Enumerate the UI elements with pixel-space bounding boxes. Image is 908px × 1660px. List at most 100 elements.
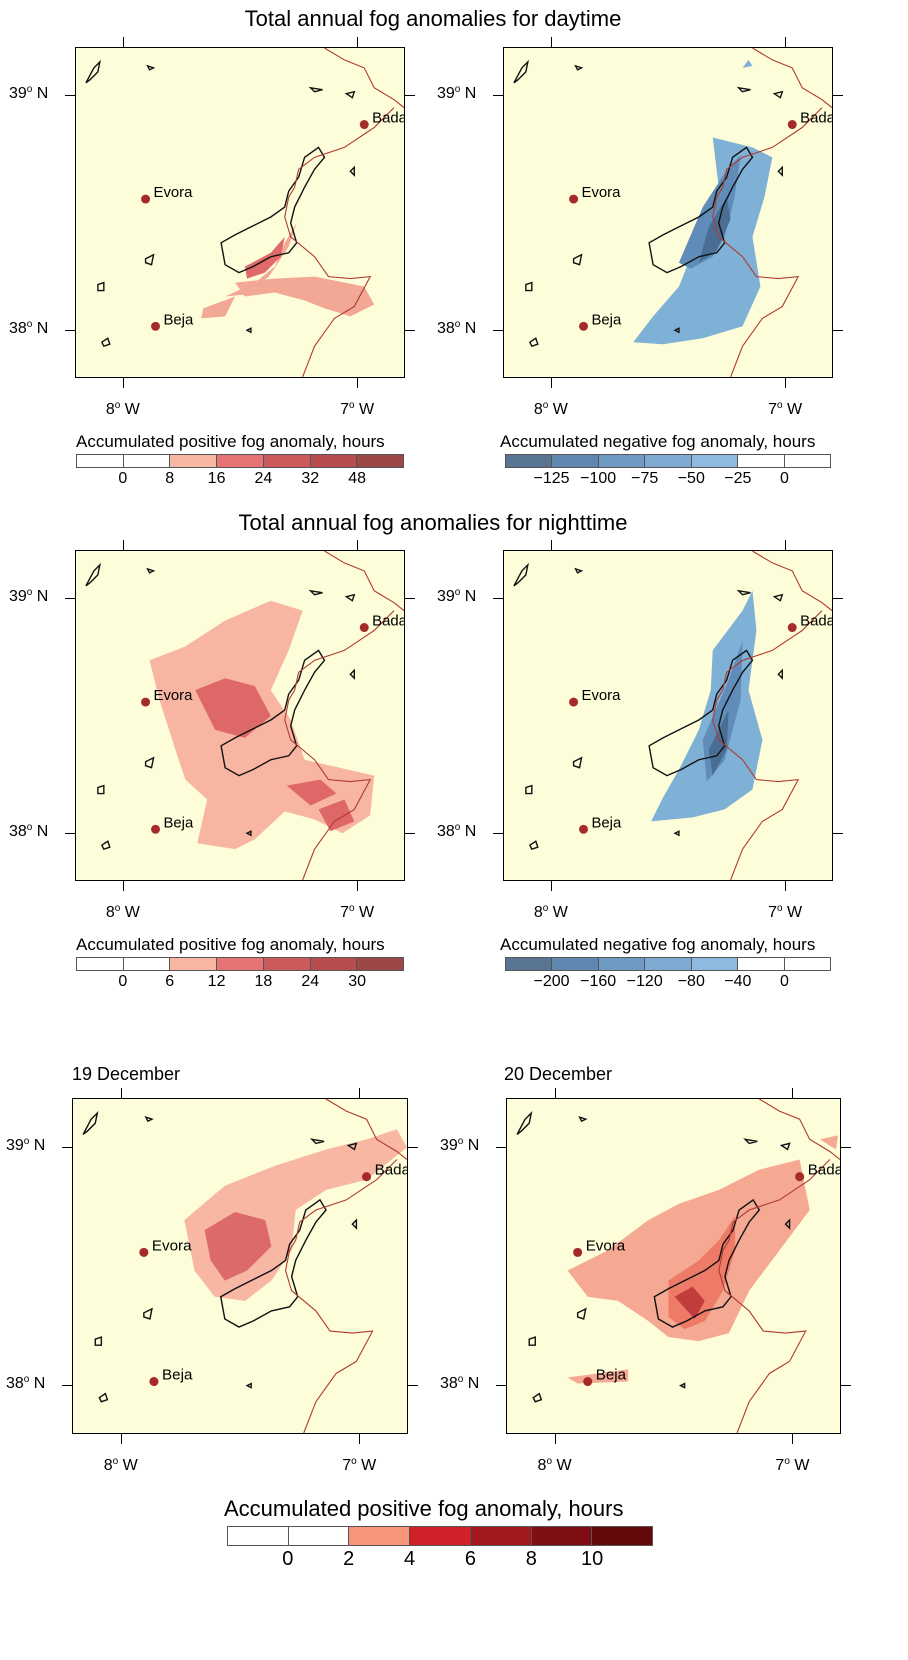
colorbar-segment: [531, 1527, 593, 1545]
national-border-line: [284, 48, 404, 377]
lon-tick-bottom: [792, 1434, 794, 1444]
city-label-badajoz: Badajoz: [375, 1162, 407, 1179]
colorbar-tick-label: 0: [282, 1548, 294, 1570]
coastline-outline: [82, 1110, 358, 1403]
lon-label-8: 8o W: [533, 400, 568, 418]
colorbar-tick-label: 32: [301, 470, 320, 487]
lat-label-39: 39o N: [440, 1135, 480, 1154]
city-label-badajoz: Badajo: [808, 1162, 840, 1179]
city-label-beja: Beja: [596, 1367, 627, 1384]
colorbar-tick-label: 6: [165, 973, 175, 990]
lon-tick-top: [357, 37, 359, 47]
lon-tick-bottom: [785, 378, 787, 388]
lon-label-7: 7o W: [340, 903, 375, 921]
coastline-outline: [513, 59, 784, 348]
colorbar-segment: [691, 958, 739, 970]
colorbar-segment: [738, 455, 785, 467]
colorbar-segment: [552, 958, 599, 970]
lat-tick-right: [405, 330, 415, 331]
lon-tick-top: [785, 540, 787, 550]
colorbar-segment: [784, 455, 830, 467]
colorbar-tick-label: 6: [464, 1548, 476, 1570]
colorbar-tick-label: 48: [348, 470, 367, 487]
lat-label-38: 38o N: [9, 822, 49, 840]
city-marker-evora: [569, 194, 579, 204]
colorbar-tick-label: −125: [533, 470, 570, 487]
lon-label-7: 7o W: [342, 1456, 377, 1474]
legend-title-night-positive: Accumulated positive fog anomaly, hours: [76, 935, 385, 954]
city-label-evora: Evora: [582, 185, 622, 201]
city-marker-badajoz: [787, 623, 797, 633]
map-graphic: Evora Badajoz Beja: [513, 48, 832, 377]
legend-title-day-positive: Accumulated positive fog anomaly, hours: [76, 432, 385, 451]
national-border-line: [718, 1099, 840, 1433]
city-marker-beja: [151, 824, 160, 834]
lon-label-8: 8o W: [105, 903, 140, 921]
map-graphic: Evora Badajo Beja: [516, 1099, 840, 1433]
lon-tick-bottom: [122, 881, 124, 891]
city-marker-badajoz: [795, 1172, 805, 1182]
lon-tick-top: [122, 540, 124, 550]
lon-tick-bottom: [359, 1434, 361, 1444]
city-marker-evora: [569, 697, 579, 707]
lon-label-8: 8o W: [537, 1456, 572, 1474]
colorbar-tick-label: −100: [580, 470, 617, 487]
lon-tick-bottom: [550, 881, 552, 891]
lat-tick-left: [496, 1146, 506, 1148]
colorbar-tick-label: 8: [165, 470, 175, 487]
lon-tick-top: [357, 540, 359, 550]
national-border-line: [712, 48, 832, 377]
colorbar-segment: [349, 1527, 411, 1545]
colorbar-segment: [170, 958, 218, 970]
colorbar-tick-label: −40: [724, 973, 752, 990]
colorbar-night-positive: [76, 957, 404, 971]
anomaly-field: [633, 59, 773, 345]
city-marker-beja: [579, 824, 588, 834]
coastline-outline: [516, 1110, 791, 1403]
lon-label-8: 8o W: [103, 1456, 138, 1474]
lon-tick-bottom: [785, 881, 787, 891]
lat-tick-right: [833, 597, 843, 599]
legend-title-day-negative: Accumulated negative fog anomaly, hours: [500, 432, 816, 451]
lat-label-38: 38o N: [440, 1374, 480, 1393]
legend-title-night-negative: Accumulated negative fog anomaly, hours: [500, 935, 816, 954]
colorbar-segment: [470, 1527, 532, 1545]
city-marker-evora: [139, 1247, 149, 1257]
city-label-badajoz: Badajoz: [800, 111, 832, 127]
nighttime-section-title: Total annual fog anomalies for nighttime: [238, 510, 628, 535]
colorbar-tick-label: 0: [779, 470, 789, 487]
lat-tick-left: [496, 1385, 506, 1387]
city-label-evora: Evora: [152, 1237, 192, 1254]
colorbar-tick-label: −120: [626, 973, 663, 990]
reservoir-outline: [648, 146, 754, 274]
reservoir-outline: [653, 1198, 761, 1328]
reservoir-outline: [219, 1198, 327, 1328]
colorbar-tick-label: 24: [301, 973, 320, 990]
lon-label-7: 7o W: [340, 400, 375, 418]
lon-tick-top: [120, 1088, 122, 1098]
colorbar-segment: [552, 455, 599, 467]
lat-label-38: 38o N: [437, 319, 477, 337]
colorbar-segment: [123, 958, 171, 970]
colorbar-tick-label: 0: [779, 973, 789, 990]
lat-label-38: 38o N: [6, 1374, 46, 1393]
lat-tick-left: [493, 330, 503, 331]
city-marker-badajoz: [361, 1172, 372, 1182]
map-panel-daytime-positive: Evora Badajoz Beja: [75, 47, 405, 378]
colorbar-tick-label: 12: [207, 973, 226, 990]
lat-tick-right: [408, 1146, 418, 1148]
colorbar-tick-label: −75: [631, 470, 659, 487]
colorbar-segment: [170, 455, 218, 467]
city-label-evora: Evora: [582, 688, 622, 704]
colorbar-segment: [263, 455, 311, 467]
colorbar-segment: [592, 1527, 653, 1545]
city-marker-badajoz: [359, 623, 369, 633]
lon-tick-top: [359, 1088, 361, 1098]
colorbar-tick-label: 0: [118, 470, 128, 487]
lon-label-8: 8o W: [105, 400, 140, 418]
colorbar-segment: [598, 958, 646, 970]
colorbar-segment: [77, 455, 124, 467]
city-label-beja: Beja: [163, 312, 194, 328]
city-label-beja: Beja: [162, 1367, 193, 1384]
city-marker-beja: [579, 321, 588, 331]
